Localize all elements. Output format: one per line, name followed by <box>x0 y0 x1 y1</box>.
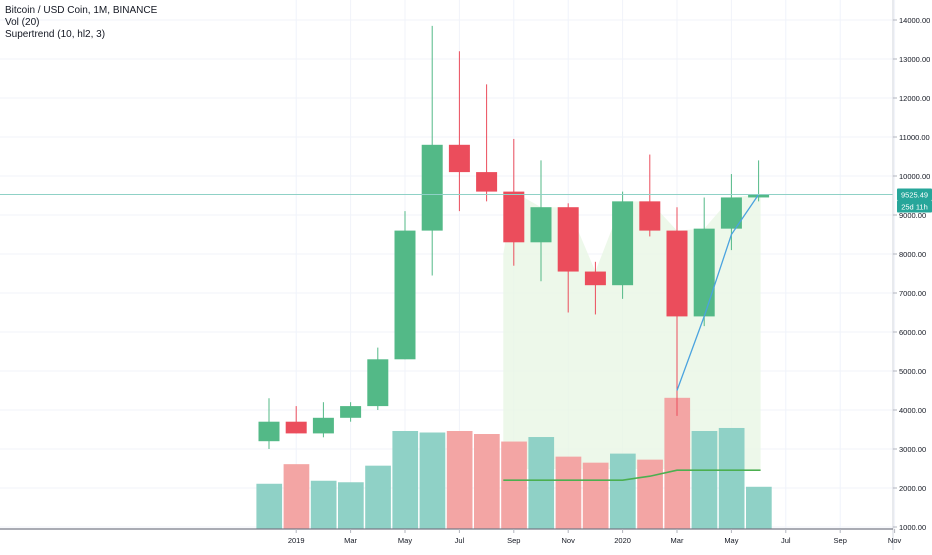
supertrend-path <box>676 194 760 391</box>
volume-bar <box>474 434 500 529</box>
x-tick-label: Mar <box>344 536 357 545</box>
volume-bar <box>664 397 691 529</box>
candle-body <box>340 406 362 418</box>
y-tick-label: 1000.00 <box>899 523 926 532</box>
volume-bar <box>446 430 473 529</box>
x-tick-label: May <box>724 536 738 545</box>
candle-body <box>285 421 307 434</box>
x-tick-label: May <box>398 536 412 545</box>
candle-body <box>748 194 770 198</box>
candle-body <box>693 228 715 317</box>
y-tick-label: 5000.00 <box>899 367 926 376</box>
x-tick-label: 2019 <box>288 536 305 545</box>
x-tick-label: Sep <box>834 536 847 545</box>
y-tick-label: 11000.00 <box>899 133 930 142</box>
x-tick-label: Mar <box>671 536 684 545</box>
volume-bars <box>256 397 772 529</box>
candle-body <box>530 207 552 243</box>
x-tick-label: Jul <box>781 536 791 545</box>
volume-indicator-label[interactable]: Vol (20) <box>5 17 40 28</box>
candle-body <box>584 271 606 286</box>
supertrend-indicator-label[interactable]: Supertrend (10, hl2, 3) <box>5 29 106 40</box>
x-tick-label: 2020 <box>614 536 631 545</box>
candle-body <box>258 421 280 442</box>
volume-bar <box>582 462 609 529</box>
volume-bar <box>610 453 636 529</box>
y-tick-label: 10000.00 <box>899 172 930 181</box>
volume-ma-path <box>503 469 761 481</box>
volume-bar <box>283 464 310 529</box>
candle-body <box>476 172 498 192</box>
volume-bar <box>718 427 745 529</box>
candles <box>258 25 770 449</box>
y-tick-label: 4000.00 <box>899 406 926 415</box>
legend: Bitcoin / USD Coin, 1M, BINANCE Vol (20)… <box>5 5 157 41</box>
countdown-tag-box <box>897 200 932 213</box>
volume-bar <box>256 483 283 529</box>
volume-bar <box>310 480 337 529</box>
price-tag-box <box>897 188 932 201</box>
candle-body <box>448 144 470 173</box>
y-tick-label: 3000.00 <box>899 445 926 454</box>
candle-body <box>312 417 334 434</box>
candle-body <box>421 144 443 231</box>
x-tick-label: Nov <box>562 536 576 545</box>
volume-bar <box>338 482 364 529</box>
x-tick-label: Jul <box>455 536 465 545</box>
candle-body <box>720 197 742 229</box>
volume-bar <box>637 459 663 529</box>
volume-bar <box>528 437 555 529</box>
candle-body <box>503 191 525 243</box>
countdown-tag-value: 25d 11h <box>901 203 928 212</box>
volume-bar <box>365 465 391 529</box>
volume-bar <box>691 430 718 529</box>
supertrend-line <box>676 194 760 391</box>
y-tick-label: 13000.00 <box>899 55 930 64</box>
symbol-title[interactable]: Bitcoin / USD Coin, 1M, BINANCE <box>5 5 158 16</box>
y-tick-label: 9000.00 <box>899 211 926 220</box>
candle-body <box>666 230 688 317</box>
x-tick-label: Nov <box>888 536 902 545</box>
volume-ma-line <box>503 469 761 481</box>
y-tick-label: 2000.00 <box>899 484 926 493</box>
candle-body <box>557 207 579 272</box>
x-tick-label: Sep <box>507 536 520 545</box>
candle-body <box>394 230 416 360</box>
y-tick-label: 14000.00 <box>899 16 930 25</box>
candle-body <box>367 359 389 407</box>
volume-bar <box>419 432 446 529</box>
y-tick-label: 12000.00 <box>899 94 930 103</box>
volume-bar <box>501 441 527 529</box>
candle-body <box>612 201 634 286</box>
price-tag-value: 9525.49 <box>901 191 928 200</box>
candle-body <box>639 201 661 231</box>
y-tick-label: 8000.00 <box>899 250 926 259</box>
volume-bar <box>555 456 582 529</box>
y-tick-label: 6000.00 <box>899 328 926 337</box>
y-tick-label: 7000.00 <box>899 289 926 298</box>
volume-bar <box>746 486 772 529</box>
volume-bar <box>392 430 419 529</box>
